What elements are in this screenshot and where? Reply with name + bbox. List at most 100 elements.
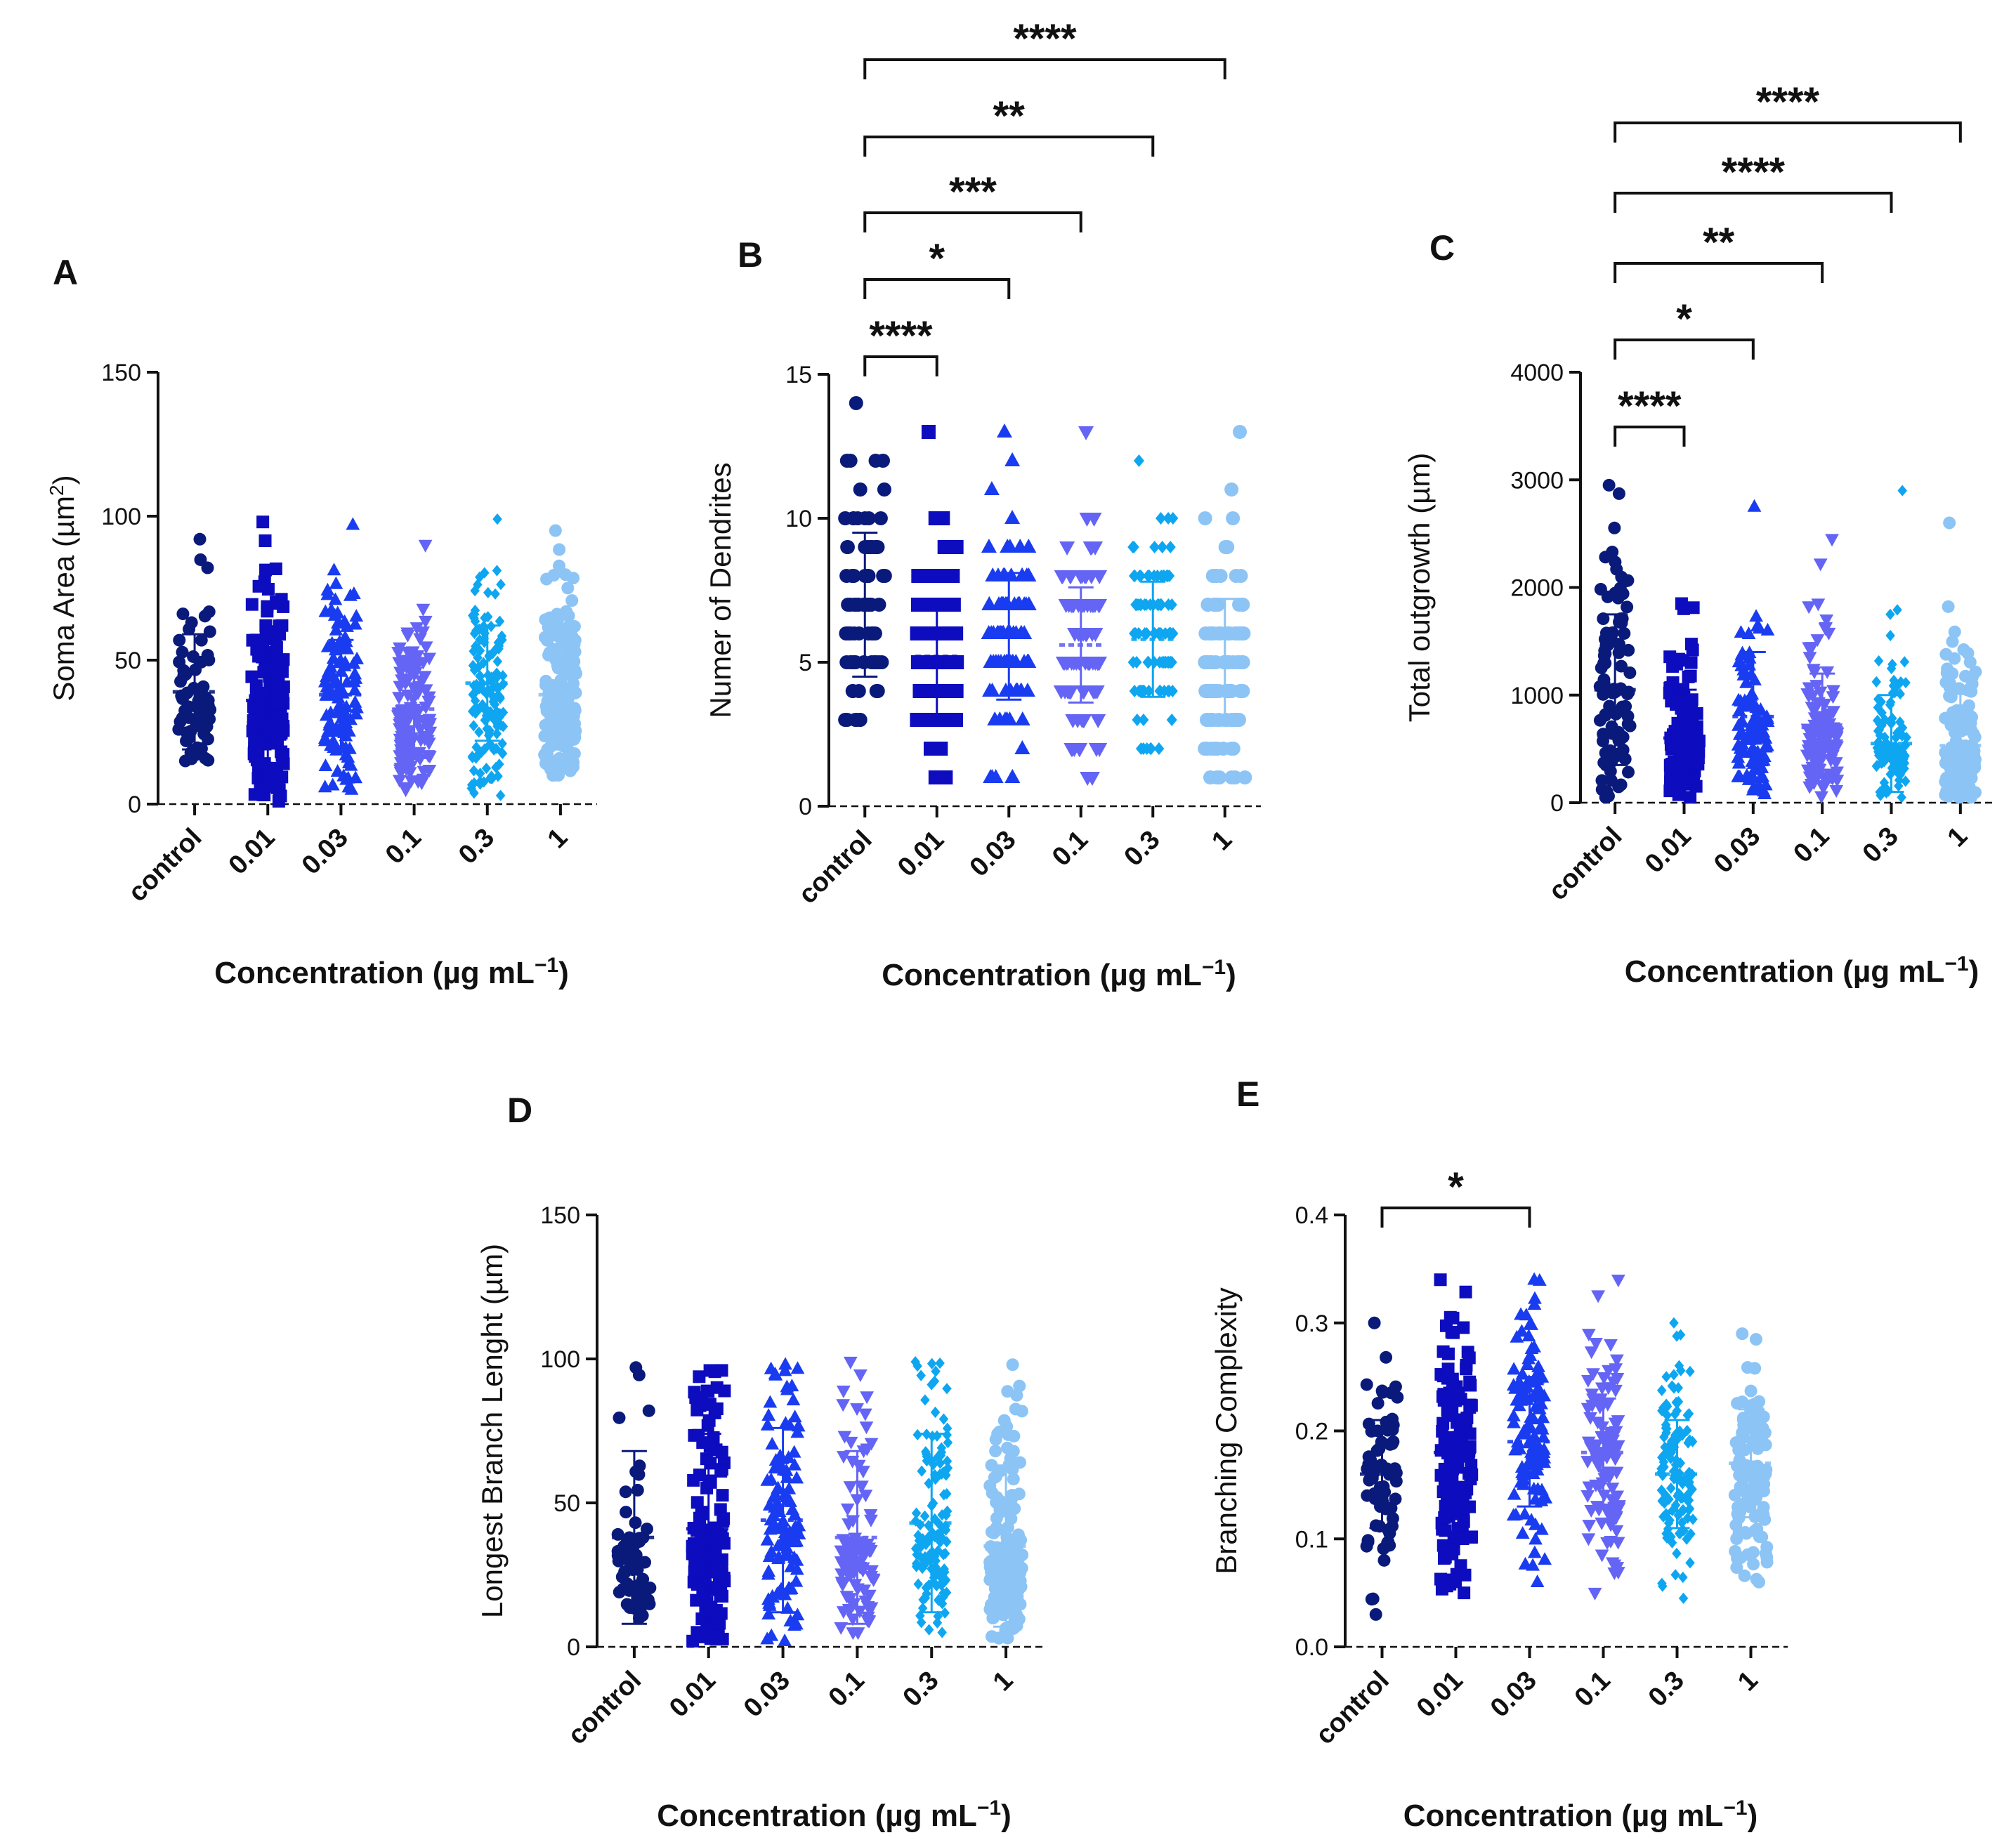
data-point [1141,598,1152,611]
data-point [778,1529,792,1542]
y-tick-label: 0 [128,791,141,818]
data-point [556,759,570,773]
series-control [1593,478,1637,804]
data-point [195,692,208,705]
data-point [405,646,420,659]
data-point [790,1425,805,1438]
data-point [410,622,424,636]
data-point [1127,541,1139,553]
data-point [1612,487,1625,500]
data-point [860,1538,875,1551]
data-point [1514,1393,1529,1406]
data-point [1892,604,1902,616]
x-category-label: 0.01 [1411,1666,1469,1723]
data-point [917,1465,927,1477]
data-point [1132,714,1143,726]
y-tick-label: 0 [567,1634,580,1661]
x-category-label: 1 [988,1666,1019,1697]
data-point [1512,1441,1527,1454]
series-0.03 [318,517,365,795]
data-point [764,1472,778,1485]
data-point [1607,1559,1622,1572]
data-point [770,1496,785,1509]
data-point [854,1480,869,1494]
data-point [1595,783,1609,796]
data-point [1600,1537,1614,1550]
data-point [1080,772,1096,786]
data-point [402,740,417,754]
data-point [910,598,925,612]
data-point [471,741,481,754]
significance-stars: **** [1013,16,1077,62]
data-point [1611,1415,1625,1428]
data-point [418,539,433,553]
data-point [844,1436,858,1450]
data-point [248,742,261,756]
data-point [866,1573,880,1586]
significance-bracket: * [1614,296,1755,360]
data-point [990,1596,1003,1610]
data-point [1872,759,1882,772]
data-point [1609,586,1622,600]
data-point [1731,1397,1744,1410]
data-point [1885,608,1895,620]
x-axis-title-sup: −1 [977,1796,1001,1820]
data-point [1462,1351,1476,1365]
panel-d: D 0 50 100 150 Longest Branch Lenght (µm) cont… [476,1091,1043,1833]
data-point [473,652,483,664]
data-point [1943,516,1956,530]
data-point [1819,614,1834,627]
data-point [693,1543,706,1556]
data-point [910,713,924,727]
data-point [787,1457,802,1471]
data-point [1684,702,1697,716]
data-point [1007,596,1023,610]
data-point [983,1556,997,1569]
data-point [563,682,576,695]
series-0.01 [245,515,290,808]
data-point [1672,1547,1682,1560]
data-point [1001,1520,1014,1534]
data-point [1220,626,1235,640]
data-point [1673,652,1686,666]
data-point [1894,774,1904,786]
data-point [1138,742,1149,755]
data-point [466,779,477,791]
data-point [547,569,561,582]
data-point [350,651,365,664]
data-point [992,1631,1005,1645]
x-category-label: 1 [1942,822,1974,853]
data-point [490,693,499,705]
data-point [1734,714,1749,728]
data-point [1675,1329,1686,1341]
series-0.1 [1053,426,1108,786]
data-point [1676,1365,1686,1376]
y-tick-label: 150 [540,1202,580,1229]
data-point [790,1608,805,1621]
data-point [620,1598,634,1611]
data-point [560,605,573,618]
significance-stars: ** [993,93,1026,139]
data-point [1135,598,1146,611]
x-axis-title: Concentration (µg mL−1) [1403,1796,1758,1834]
data-point [687,1521,700,1534]
data-point [1744,692,1758,706]
data-point [265,761,278,775]
series-0.01 [1663,597,1706,804]
data-point [1885,629,1895,642]
data-point [202,605,216,619]
data-point [861,626,876,640]
data-point [937,1626,947,1638]
data-point [1610,1490,1625,1504]
data-point [1595,1517,1609,1530]
data-point [1537,1455,1552,1468]
data-point [262,780,275,793]
data-point [1021,654,1037,668]
data-point [922,713,937,727]
data-point [174,675,188,688]
data-point [1590,1417,1605,1430]
x-category-label: 1 [1732,1666,1764,1697]
data-point [1157,541,1168,553]
significance-stars: * [1676,296,1692,342]
data-point [632,1368,646,1381]
